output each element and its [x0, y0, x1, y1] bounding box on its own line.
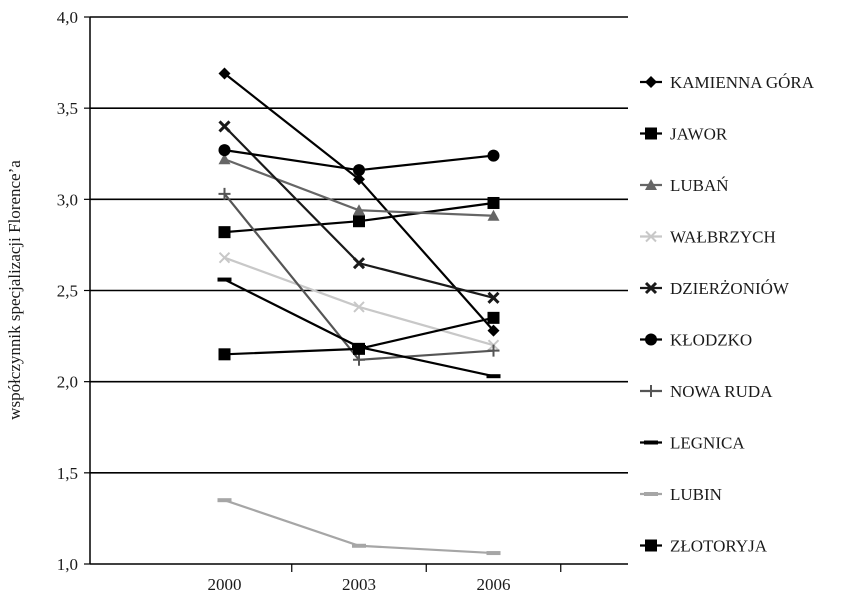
- legend-label: NOWA RUDA: [670, 382, 773, 401]
- data-point: [353, 301, 365, 313]
- legend-label: LEGNICA: [670, 434, 745, 453]
- data-point: [487, 209, 500, 221]
- x-tick-labels: 2000 2003 2006: [208, 564, 562, 594]
- data-point: [487, 291, 500, 304]
- data-point: [218, 144, 231, 157]
- series-line: [223, 72, 495, 332]
- legend-marker: [645, 333, 657, 346]
- y-tick-label: 3,0: [57, 190, 78, 209]
- data-point: [487, 311, 500, 324]
- legend-label: KŁODZKO: [670, 331, 752, 350]
- data-point: [353, 215, 365, 228]
- data-point: [487, 344, 500, 357]
- data-point: [352, 543, 366, 548]
- legend-item: ZŁOTORYJA: [640, 537, 768, 556]
- series-3: [218, 251, 500, 351]
- data-point: [353, 204, 365, 216]
- series-5: [218, 144, 500, 177]
- data-point: [218, 120, 231, 133]
- data-point: [486, 374, 501, 379]
- legend-item: NOWA RUDA: [640, 382, 773, 401]
- data-point: [486, 551, 501, 556]
- legend-marker: [645, 127, 657, 140]
- data-point: [218, 226, 231, 239]
- data-point: [352, 257, 366, 270]
- series-group: [217, 67, 501, 556]
- legend-marker: [645, 385, 657, 397]
- legend-label: WAŁBRZYCH: [670, 228, 776, 247]
- data-point: [218, 153, 231, 165]
- x-tick-label: 2003: [342, 575, 376, 594]
- legend-label: KAMIENNA GÓRA: [670, 73, 815, 92]
- data-point: [487, 149, 500, 162]
- data-point: [217, 498, 232, 503]
- legend-item: KŁODZKO: [640, 331, 752, 350]
- legend-marker: [644, 281, 658, 295]
- legend-marker: [644, 492, 658, 496]
- legend: KAMIENNA GÓRA JAWOR LUBAŃ WAŁBRZYCH DZIERŻON…: [640, 73, 815, 556]
- axes: [89, 17, 628, 565]
- y-tick-label: 2,0: [57, 373, 78, 392]
- legend-label: LUBIN: [670, 485, 722, 504]
- legend-marker: [645, 179, 657, 190]
- legend-item: LUBAŃ: [640, 176, 729, 195]
- legend-item: JAWOR: [640, 125, 728, 144]
- y-tick-label: 1,5: [57, 464, 78, 483]
- series-1: [218, 196, 500, 239]
- y-tick-labels: 1,0 1,5 2,0 2,5 3,0 3,5 4,0: [57, 8, 78, 574]
- legend-label: LUBAŃ: [670, 176, 729, 195]
- data-point: [353, 173, 365, 186]
- data-point: [353, 342, 365, 355]
- data-point: [218, 187, 231, 200]
- data-point: [353, 164, 365, 177]
- series-8: [217, 498, 501, 556]
- series-4: [218, 120, 500, 304]
- series-9: [218, 311, 500, 361]
- legend-label: JAWOR: [670, 125, 728, 144]
- gridlines: [84, 16, 628, 565]
- data-point: [218, 348, 231, 361]
- legend-label: ZŁOTORYJA: [670, 537, 768, 556]
- legend-item: LUBIN: [640, 485, 722, 504]
- legend-item: KAMIENNA GÓRA: [640, 73, 815, 92]
- data-point: [218, 251, 231, 264]
- series-line: [224, 256, 494, 347]
- y-tick-label: 2,5: [57, 282, 78, 301]
- data-point: [487, 324, 500, 337]
- x-tick-label: 2006: [477, 575, 511, 594]
- series-6: [218, 187, 500, 366]
- y-tick-label: 3,5: [57, 99, 78, 118]
- y-tick-label: 4,0: [57, 8, 78, 27]
- series-0: [218, 67, 500, 337]
- legend-item: DZIERŻONIÓW: [640, 279, 790, 298]
- data-point: [353, 353, 365, 366]
- data-point: [218, 67, 231, 80]
- legend-item: LEGNICA: [640, 434, 745, 453]
- legend-item: WAŁBRZYCH: [640, 228, 776, 247]
- x-tick-label: 2000: [208, 575, 242, 594]
- legend-marker: [645, 76, 657, 88]
- legend-marker: [644, 440, 658, 445]
- legend-marker: [645, 539, 657, 552]
- series-2: [218, 153, 500, 221]
- legend-label: DZIERŻONIÓW: [670, 279, 790, 298]
- data-point: [487, 196, 500, 209]
- legend-marker: [645, 230, 657, 243]
- data-point: [217, 277, 232, 282]
- y-axis-label: współczynnik specjalizacji Florence’a: [5, 160, 24, 420]
- y-tick-label: 1,0: [57, 555, 78, 574]
